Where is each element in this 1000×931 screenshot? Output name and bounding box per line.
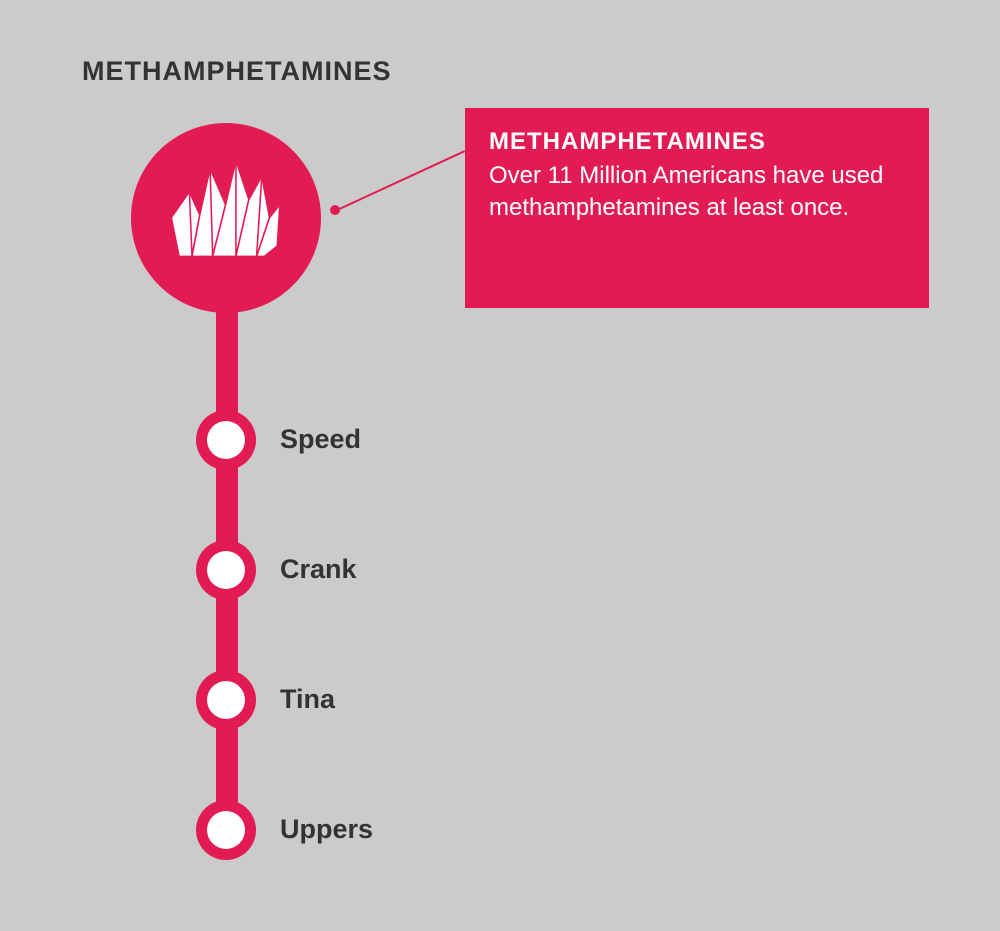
timeline-node-inner — [207, 681, 245, 719]
connector-line — [335, 150, 466, 212]
callout-body: Over 11 Million Americans have used meth… — [489, 160, 905, 223]
timeline-node-label: Uppers — [280, 814, 373, 845]
callout-box: METHAMPHETAMINES Over 11 Million America… — [465, 108, 929, 308]
timeline-node — [196, 670, 256, 730]
timeline-node-label: Speed — [280, 424, 361, 455]
timeline-node — [196, 540, 256, 600]
crystal-icon — [161, 153, 290, 282]
timeline-node-label: Tina — [280, 684, 335, 715]
timeline-node — [196, 410, 256, 470]
timeline-node-inner — [207, 421, 245, 459]
page-title: METHAMPHETAMINES — [82, 56, 392, 87]
timeline-node-label: Crank — [280, 554, 357, 585]
main-circle — [131, 123, 321, 313]
timeline-node — [196, 800, 256, 860]
callout-title: METHAMPHETAMINES — [489, 128, 905, 156]
timeline-node-inner — [207, 811, 245, 849]
timeline-node-inner — [207, 551, 245, 589]
